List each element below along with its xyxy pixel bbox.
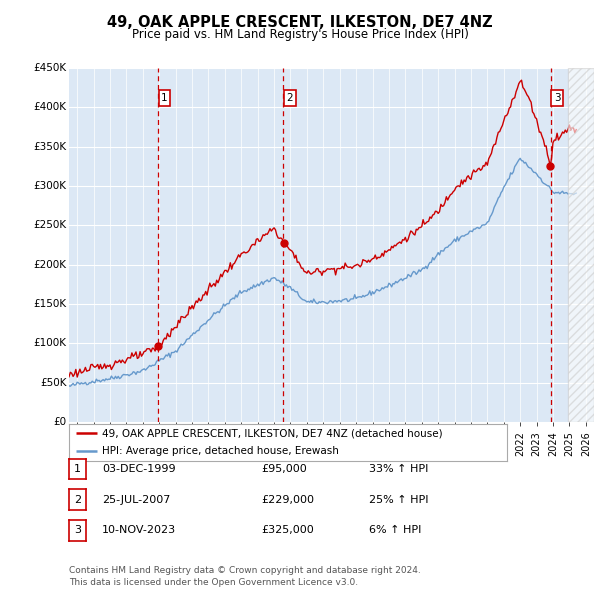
Text: 25% ↑ HPI: 25% ↑ HPI <box>369 495 428 504</box>
Text: £100K: £100K <box>34 338 67 348</box>
Text: 3: 3 <box>74 526 81 535</box>
Text: £95,000: £95,000 <box>261 464 307 474</box>
Text: £300K: £300K <box>34 181 67 191</box>
Text: 3: 3 <box>554 93 560 103</box>
Text: £450K: £450K <box>33 63 67 73</box>
Text: 49, OAK APPLE CRESCENT, ILKESTON, DE7 4NZ: 49, OAK APPLE CRESCENT, ILKESTON, DE7 4N… <box>107 15 493 30</box>
Text: Price paid vs. HM Land Registry's House Price Index (HPI): Price paid vs. HM Land Registry's House … <box>131 28 469 41</box>
Text: 1: 1 <box>161 93 168 103</box>
Text: £400K: £400K <box>34 102 67 112</box>
Text: £350K: £350K <box>33 142 67 152</box>
Text: 2: 2 <box>74 495 81 504</box>
Text: 03-DEC-1999: 03-DEC-1999 <box>102 464 176 474</box>
Text: £50K: £50K <box>40 378 67 388</box>
Text: 2: 2 <box>287 93 293 103</box>
Bar <box>568 68 594 422</box>
Text: 25-JUL-2007: 25-JUL-2007 <box>102 495 170 504</box>
Text: 10-NOV-2023: 10-NOV-2023 <box>102 526 176 535</box>
Text: 49, OAK APPLE CRESCENT, ILKESTON, DE7 4NZ (detached house): 49, OAK APPLE CRESCENT, ILKESTON, DE7 4N… <box>102 428 442 438</box>
Text: 1: 1 <box>74 464 81 474</box>
Text: £325,000: £325,000 <box>261 526 314 535</box>
Text: £0: £0 <box>53 417 67 427</box>
Text: 6% ↑ HPI: 6% ↑ HPI <box>369 526 421 535</box>
Text: £200K: £200K <box>34 260 67 270</box>
Text: Contains HM Land Registry data © Crown copyright and database right 2024.
This d: Contains HM Land Registry data © Crown c… <box>69 566 421 587</box>
Text: £250K: £250K <box>33 220 67 230</box>
Text: HPI: Average price, detached house, Erewash: HPI: Average price, detached house, Erew… <box>102 446 339 456</box>
Text: 33% ↑ HPI: 33% ↑ HPI <box>369 464 428 474</box>
Text: £150K: £150K <box>33 299 67 309</box>
Text: £229,000: £229,000 <box>261 495 314 504</box>
